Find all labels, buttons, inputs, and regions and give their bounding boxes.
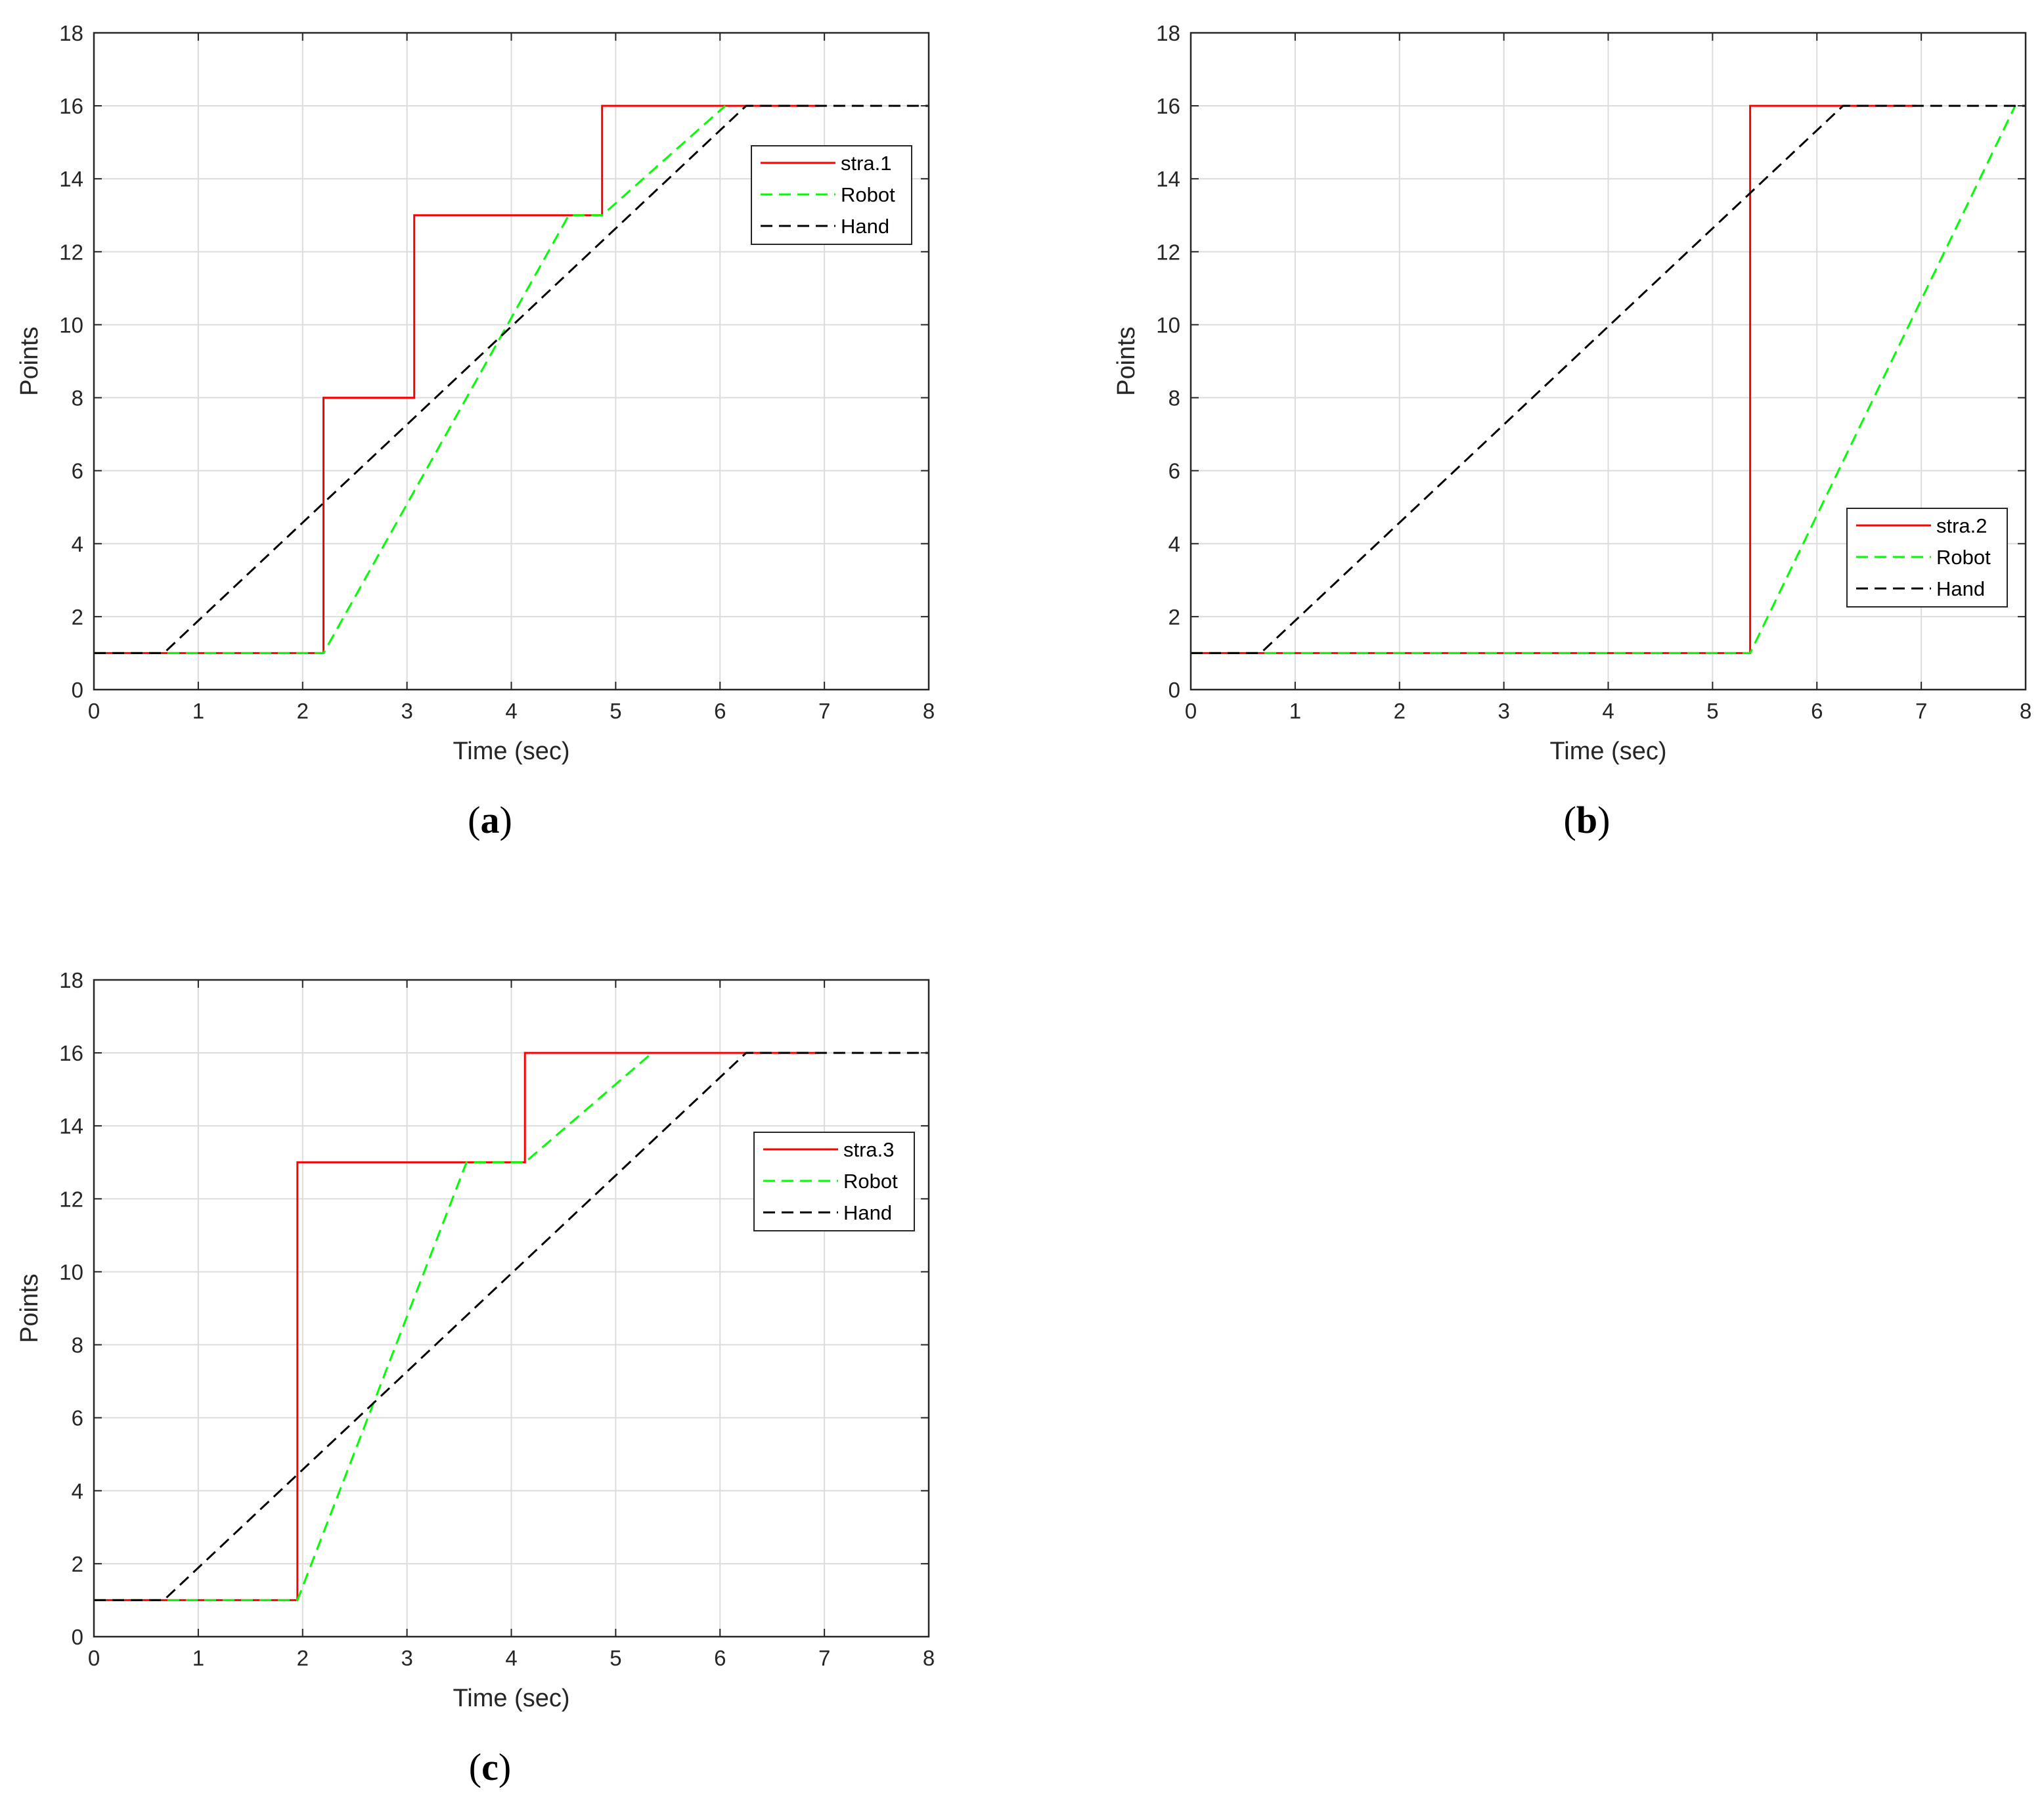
series-line-robot: [94, 104, 726, 654]
series-line-hand: [1191, 104, 2026, 654]
x-tick-label: 4: [505, 1646, 517, 1670]
x-tick-label: 6: [714, 699, 726, 723]
caption-close-paren: ): [1597, 799, 1610, 841]
x-tick-label: 0: [88, 699, 100, 723]
x-tick-label: 4: [505, 699, 517, 723]
caption-letter: a: [481, 799, 500, 841]
y-tick-label: 14: [59, 167, 83, 191]
y-tick-label: 2: [72, 605, 83, 629]
caption-open-paren: (: [1564, 799, 1576, 841]
legend-label: Robot: [841, 183, 895, 206]
legend: stra.3 Robot Hand: [753, 1132, 915, 1231]
x-tick-label: 6: [1811, 699, 1823, 723]
series-line-robot: [94, 1051, 653, 1601]
x-tick-label: 0: [1185, 699, 1197, 723]
y-tick-label: 12: [59, 240, 83, 264]
y-tick-label: 8: [72, 1333, 83, 1358]
x-tick-label: 1: [192, 699, 204, 723]
legend-label: Hand: [1936, 577, 1985, 600]
y-tick-label: 6: [1168, 459, 1180, 483]
caption-letter: b: [1576, 799, 1597, 841]
y-axis-label: Points: [16, 326, 43, 396]
series-line-hand: [94, 1051, 929, 1601]
y-tick-label: 0: [72, 1625, 83, 1649]
legend: stra.1 Robot Hand: [751, 145, 912, 245]
legend-label: Robot: [843, 1170, 898, 1193]
y-tick-label: 0: [72, 678, 83, 702]
y-tick-label: 2: [72, 1552, 83, 1576]
x-tick-label: 5: [1706, 699, 1718, 723]
y-tick-label: 16: [59, 94, 83, 118]
y-tick-label: 4: [72, 1479, 83, 1503]
y-tick-label: 6: [72, 1406, 83, 1430]
x-tick-label: 1: [1289, 699, 1301, 723]
legend-label: Hand: [841, 215, 889, 238]
y-axis-label: Points: [16, 1273, 43, 1343]
series-line-stra-1: [94, 104, 820, 654]
x-tick-label: 3: [1498, 699, 1509, 723]
y-tick-label: 16: [59, 1041, 83, 1065]
y-tick-label: 2: [1168, 605, 1180, 629]
x-tick-label: 0: [88, 1646, 100, 1670]
x-tick-label: 1: [192, 1646, 204, 1670]
y-tick-label: 10: [1156, 313, 1180, 337]
x-tick-label: 7: [1915, 699, 1927, 723]
caption-letter: c: [481, 1746, 499, 1788]
panel-caption: (c): [469, 1746, 511, 1788]
caption-open-paren: (: [468, 799, 480, 841]
y-tick-label: 4: [72, 532, 83, 556]
panel-caption: (b): [1564, 799, 1611, 841]
x-tick-label: 2: [297, 699, 309, 723]
x-tick-label: 7: [818, 699, 830, 723]
legend: stra.2 Robot Hand: [1846, 508, 2008, 608]
caption-open-paren: (: [469, 1746, 481, 1788]
x-tick-label: 8: [2020, 699, 2032, 723]
x-tick-label: 5: [610, 699, 621, 723]
legend-label: stra.3: [843, 1138, 895, 1161]
x-tick-label: 2: [1394, 699, 1406, 723]
panel-caption: (a): [468, 799, 512, 841]
y-tick-label: 14: [59, 1114, 83, 1138]
legend-label: Hand: [843, 1201, 892, 1224]
x-tick-label: 3: [401, 699, 412, 723]
legend-label: Robot: [1936, 546, 1991, 569]
y-tick-label: 0: [1168, 678, 1180, 702]
y-tick-label: 18: [1156, 21, 1180, 45]
x-tick-label: 2: [297, 1646, 309, 1670]
caption-close-paren: ): [499, 1746, 511, 1788]
y-tick-label: 6: [72, 459, 83, 483]
y-tick-label: 14: [1156, 167, 1180, 191]
x-tick-label: 6: [714, 1646, 726, 1670]
x-tick-label: 4: [1602, 699, 1614, 723]
series-line-hand: [94, 104, 929, 654]
y-tick-label: 12: [59, 1187, 83, 1211]
series-line-robot: [1191, 105, 2016, 654]
caption-close-paren: ): [500, 799, 512, 841]
y-tick-label: 16: [1156, 94, 1180, 118]
x-tick-label: 8: [923, 1646, 935, 1670]
y-tick-label: 10: [59, 313, 83, 337]
x-tick-label: 5: [610, 1646, 621, 1670]
y-tick-label: 10: [59, 1260, 83, 1284]
x-tick-label: 3: [401, 1646, 412, 1670]
x-axis-label: Time (sec): [1549, 738, 1666, 765]
x-tick-label: 8: [923, 699, 935, 723]
x-axis-label: Time (sec): [453, 1685, 569, 1712]
legend-label: stra.2: [1936, 514, 1988, 537]
x-axis-label: Time (sec): [453, 738, 569, 765]
y-tick-label: 8: [72, 386, 83, 410]
x-tick-label: 7: [818, 1646, 830, 1670]
y-tick-label: 12: [1156, 240, 1180, 264]
legend-label: stra.1: [841, 152, 892, 175]
y-tick-label: 4: [1168, 532, 1180, 556]
y-tick-label: 8: [1168, 386, 1180, 410]
y-tick-label: 18: [59, 968, 83, 992]
y-axis-label: Points: [1113, 326, 1140, 396]
y-tick-label: 18: [59, 21, 83, 45]
